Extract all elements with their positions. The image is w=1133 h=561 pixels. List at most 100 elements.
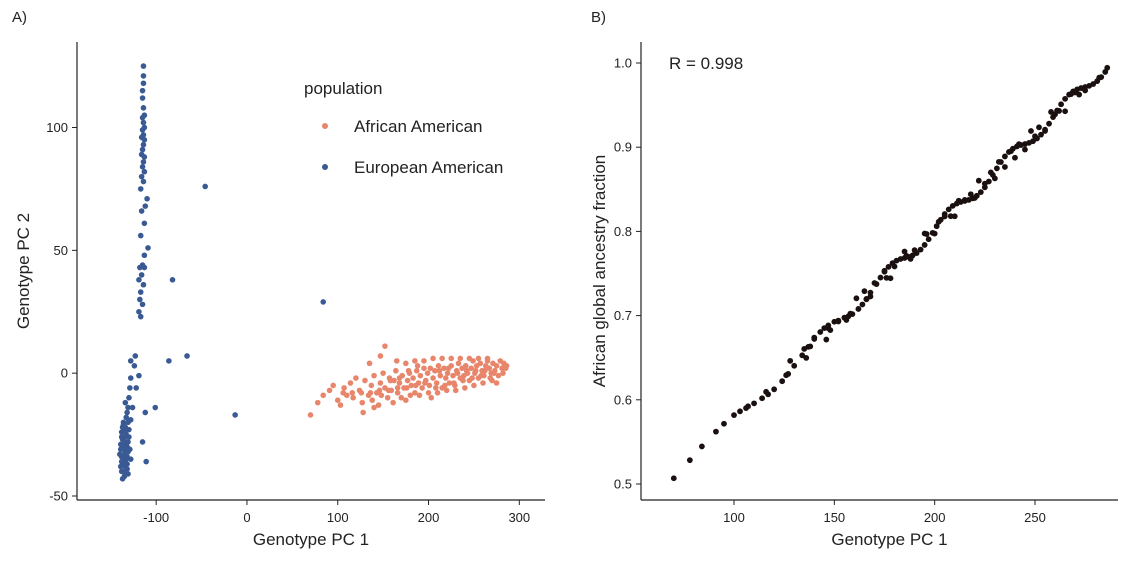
panel-b-point (907, 256, 914, 262)
panel-b-point (1036, 124, 1042, 131)
panel-b-point (1068, 91, 1075, 97)
panel-b-point (721, 420, 727, 427)
panel-a-point (133, 385, 139, 391)
panel-b-point (881, 267, 888, 274)
panel-b-point (931, 230, 938, 237)
panel-a-point (457, 355, 464, 362)
panel-b-point (877, 274, 884, 281)
panel-a-point (462, 385, 468, 391)
panel-a-point (446, 380, 453, 386)
panel-a-point (425, 390, 432, 396)
panel-a-point (435, 362, 442, 369)
panel-b-point (791, 362, 798, 369)
panel-a-point (120, 421, 127, 428)
panel-a-point (232, 412, 238, 418)
panel-b-point (903, 253, 910, 259)
panel-a-point (139, 87, 146, 94)
panel-a-x-tick-label: -100 (143, 510, 169, 525)
panel-a-point (376, 387, 383, 394)
panel-b-point (891, 263, 898, 270)
panel-a-point (371, 372, 377, 379)
panel-a-point (493, 380, 500, 386)
panel-a-point (139, 114, 146, 121)
panel-a-point (439, 355, 445, 362)
panel-a-point (377, 380, 384, 386)
panel-a-point (117, 463, 124, 470)
legend-entry: European American (354, 158, 503, 177)
panel-b-point (871, 280, 878, 286)
panel-b-point (713, 428, 719, 435)
panel-b-point (921, 242, 928, 248)
panel-b-point (855, 306, 862, 312)
panel-a-point (405, 367, 412, 374)
panel-a-x-tick-label: 300 (508, 510, 530, 525)
panel-b-point (1008, 148, 1014, 155)
panel-a-point (122, 399, 129, 406)
panel-a-point (126, 426, 132, 433)
panel-b-point (763, 388, 770, 395)
panel-b-point (941, 213, 948, 220)
panel-a-point (141, 136, 148, 143)
panel-a-point (142, 203, 149, 209)
panel-a-point (430, 355, 436, 362)
correlation-annotation: R = 0.998 (669, 54, 743, 73)
panel-a-legend: population African American European Ameri… (304, 79, 503, 177)
panel-a-point (366, 360, 373, 367)
panel-a-point (143, 458, 149, 465)
panel-b-y-tick-label: 1.0 (614, 56, 632, 71)
panel-a-point (140, 281, 147, 288)
panel-a-point (437, 372, 444, 379)
panel-b-point (987, 169, 994, 176)
panel-a-point (314, 399, 321, 406)
panel-a-point (408, 382, 415, 389)
panel-a-point (169, 277, 176, 283)
panel-b-point (1038, 131, 1044, 138)
panel-a-point (378, 392, 385, 399)
panel-a-point (480, 380, 486, 386)
panel-a-point (416, 392, 423, 399)
panel-a-point (326, 387, 333, 394)
panel-b-point (991, 175, 998, 182)
panel-a-y-axis-title: Genotype PC 2 (14, 213, 33, 329)
legend-title: population (304, 79, 382, 98)
panel-a-point (452, 387, 459, 394)
panel-a-point (337, 402, 344, 408)
panel-a-point (403, 385, 410, 391)
panel-a-point (152, 404, 159, 411)
panel-a-point (137, 313, 144, 320)
panel-b-x-axis-title: Genotype PC 1 (831, 530, 947, 549)
panel-a-point (462, 362, 469, 369)
panel-a-point (320, 392, 327, 399)
panel-a-point (118, 468, 125, 475)
panel-a-point (127, 456, 134, 462)
panel-a-point (371, 404, 377, 411)
panel-a-point (419, 385, 425, 391)
panel-a-point (307, 412, 314, 418)
panel-a-point (136, 277, 142, 283)
panel-a-point (407, 392, 414, 399)
panel-a-point (451, 380, 457, 386)
panel-b-point (1062, 108, 1068, 115)
panel-b-point (923, 231, 930, 237)
panel-a-point (393, 367, 399, 374)
panel-a-point (138, 272, 145, 278)
panel-a-point (362, 377, 368, 384)
panel-a-point (433, 380, 440, 386)
panel-b-point (783, 372, 790, 379)
panel-a-point (138, 208, 145, 214)
panel-b-x-tick-label: 250 (1024, 510, 1046, 525)
panel-b-point (995, 158, 1002, 165)
legend-entry: African American (354, 117, 483, 136)
panel-b-point (975, 177, 982, 184)
panel-a-point (396, 380, 403, 386)
panel-b-y-axis-title: African global ancestry fraction (590, 155, 609, 387)
panel-a-point (137, 232, 144, 239)
panel-a-point (466, 355, 473, 362)
panel-a-point (445, 365, 452, 372)
panel-b-point (803, 354, 810, 361)
panel-b-point (853, 295, 860, 302)
panel-a-point (491, 370, 497, 376)
panel-a-point (320, 299, 327, 305)
panel-a-point (358, 390, 365, 396)
panel-a-point (127, 417, 134, 423)
